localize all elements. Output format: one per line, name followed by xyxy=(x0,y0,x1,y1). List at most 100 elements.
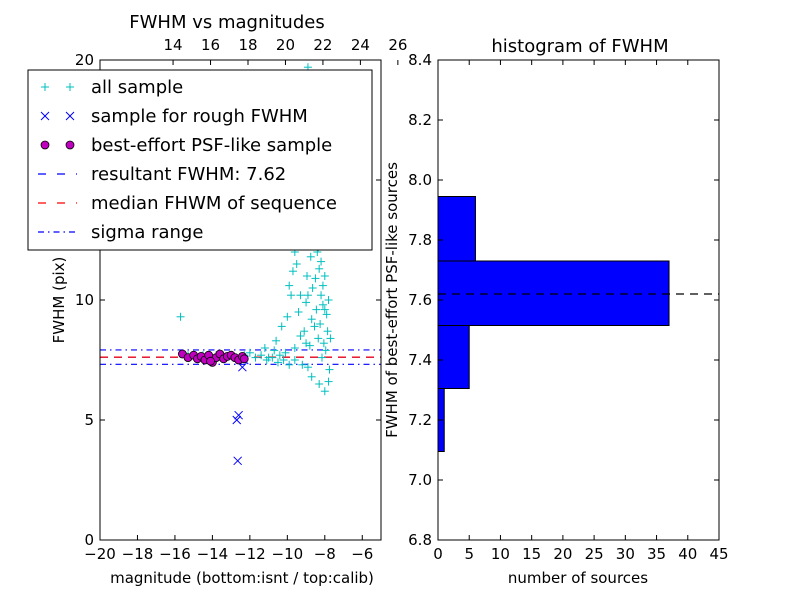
point-all-sample xyxy=(260,344,269,352)
x-tick-label: −14 xyxy=(197,545,229,563)
y-tick-label: 0 xyxy=(84,531,94,549)
x-tick-label: 40 xyxy=(678,545,697,563)
histogram-panel: 0 5 10 15 20 25 30 35 40 45 6.8 7.0 7.2 7.4 7.6 7.8 8.0… xyxy=(383,36,729,587)
x-tick-label: −20 xyxy=(84,545,116,563)
point-all-sample xyxy=(315,264,324,273)
point-all-sample xyxy=(281,348,290,357)
point-all-sample xyxy=(290,356,299,364)
legend-label: all sample xyxy=(91,77,183,98)
point-all-sample xyxy=(290,344,299,352)
point-all-sample xyxy=(310,322,319,331)
top-tick-label: 22 xyxy=(313,36,332,54)
point-all-sample xyxy=(288,267,297,276)
y-tick-label: 7.8 xyxy=(408,231,432,249)
y-tick-label: 8.0 xyxy=(408,171,432,189)
point-all-sample xyxy=(300,327,309,336)
legend-label: resultant FWHM: 7.62 xyxy=(91,164,286,185)
point-all-sample xyxy=(302,339,311,348)
point-all-sample xyxy=(324,296,333,304)
point-all-sample xyxy=(270,346,279,355)
legend-marker-plus xyxy=(41,83,49,91)
legend-marker-x xyxy=(40,111,50,121)
point-all-sample xyxy=(326,334,335,343)
y-tick-label: 8.2 xyxy=(408,111,432,129)
x-tick-label: 20 xyxy=(553,545,572,563)
point-all-sample xyxy=(319,339,328,348)
y-tick-label: 10 xyxy=(75,291,94,309)
point-all-sample xyxy=(320,272,329,280)
point-all-sample xyxy=(322,310,331,319)
top-tick-label: 16 xyxy=(201,36,220,54)
point-all-sample xyxy=(323,327,332,336)
point-all-sample xyxy=(317,257,326,266)
x-tick-label: 10 xyxy=(491,545,510,563)
point-all-sample xyxy=(303,291,312,300)
point-all-sample xyxy=(317,291,326,300)
histogram-x-ticks: 0 5 10 15 20 25 30 35 40 45 xyxy=(433,60,729,563)
x-tick-label: 35 xyxy=(647,545,666,563)
point-all-sample xyxy=(285,360,294,369)
histogram-bar xyxy=(437,325,470,389)
point-all-sample xyxy=(316,320,325,328)
point-rough-fwhm xyxy=(238,362,247,372)
point-all-sample xyxy=(320,387,329,396)
y-tick-label: 7.4 xyxy=(408,351,432,369)
x-tick-label: 25 xyxy=(585,545,604,563)
point-rough-fwhm xyxy=(232,415,242,425)
point-all-sample xyxy=(320,305,329,314)
point-all-sample xyxy=(287,291,296,300)
point-all-sample xyxy=(294,308,303,316)
histogram-bar xyxy=(437,196,476,262)
point-all-sample xyxy=(251,353,260,362)
legend-box xyxy=(27,69,373,251)
point-all-sample xyxy=(273,358,282,367)
histogram-x-label: number of sources xyxy=(508,569,648,587)
y-tick-label: 7.6 xyxy=(408,291,432,309)
point-all-sample xyxy=(321,346,330,355)
legend-entry-all-sample: all sample xyxy=(41,77,183,98)
x-tick-label: 0 xyxy=(433,545,443,563)
point-rough-fwhm xyxy=(234,410,243,420)
point-all-sample xyxy=(317,353,326,362)
top-tick-label: 14 xyxy=(164,36,183,54)
point-all-sample xyxy=(257,351,266,360)
scatter-x-ticks: −20 −18 −16 −14 −12 −10 −8 −6 xyxy=(84,535,373,563)
point-all-sample xyxy=(308,284,317,292)
x-tick-label: 45 xyxy=(709,545,728,563)
point-all-sample xyxy=(314,334,323,343)
histogram-y-ticks: 6.8 7.0 7.2 7.4 7.6 7.8 8.0 8.2 8.4 xyxy=(408,51,719,549)
scatter-title: FWHM vs magnitudes xyxy=(129,12,324,33)
point-all-sample xyxy=(303,363,312,372)
legend-entry-resultant-fwhm: resultant FWHM: 7.62 xyxy=(38,164,286,185)
point-all-sample xyxy=(311,274,320,283)
legend-entry-psf-sample: best-effort PSF-like sample xyxy=(40,135,332,156)
scatter-y-label: FWHM (pix) xyxy=(50,257,68,344)
point-all-sample xyxy=(307,372,316,381)
legend-label: sample for rough FWHM xyxy=(91,106,308,127)
x-tick-label: 5 xyxy=(464,545,474,563)
point-all-sample xyxy=(318,300,327,309)
point-all-sample xyxy=(307,315,316,324)
point-all-sample xyxy=(318,281,327,290)
legend-marker-x xyxy=(65,111,75,121)
histogram-bar xyxy=(437,260,670,326)
point-psf-sample xyxy=(239,354,249,364)
x-tick-label: −6 xyxy=(351,545,373,563)
top-tick-label: 26 xyxy=(388,36,407,54)
point-all-sample xyxy=(283,312,292,321)
legend-label: median FHWM of sequence xyxy=(91,193,337,214)
x-tick-label: −12 xyxy=(234,545,266,563)
point-psf-sample xyxy=(206,356,215,366)
point-all-sample xyxy=(176,312,185,321)
y-tick-label: 7.2 xyxy=(408,411,432,429)
point-all-sample xyxy=(312,305,321,314)
y-tick-label: 8.4 xyxy=(408,51,432,69)
point-all-sample xyxy=(325,365,334,374)
x-tick-label: −16 xyxy=(159,545,191,563)
point-all-sample xyxy=(302,298,311,307)
scatter-legend: all sample sample for rough FWHM best-ef… xyxy=(27,69,373,251)
point-all-sample xyxy=(303,272,312,280)
histogram-title: histogram of FWHM xyxy=(491,36,668,57)
legend-entry-median-fwhm: median FHWM of sequence xyxy=(38,193,337,214)
